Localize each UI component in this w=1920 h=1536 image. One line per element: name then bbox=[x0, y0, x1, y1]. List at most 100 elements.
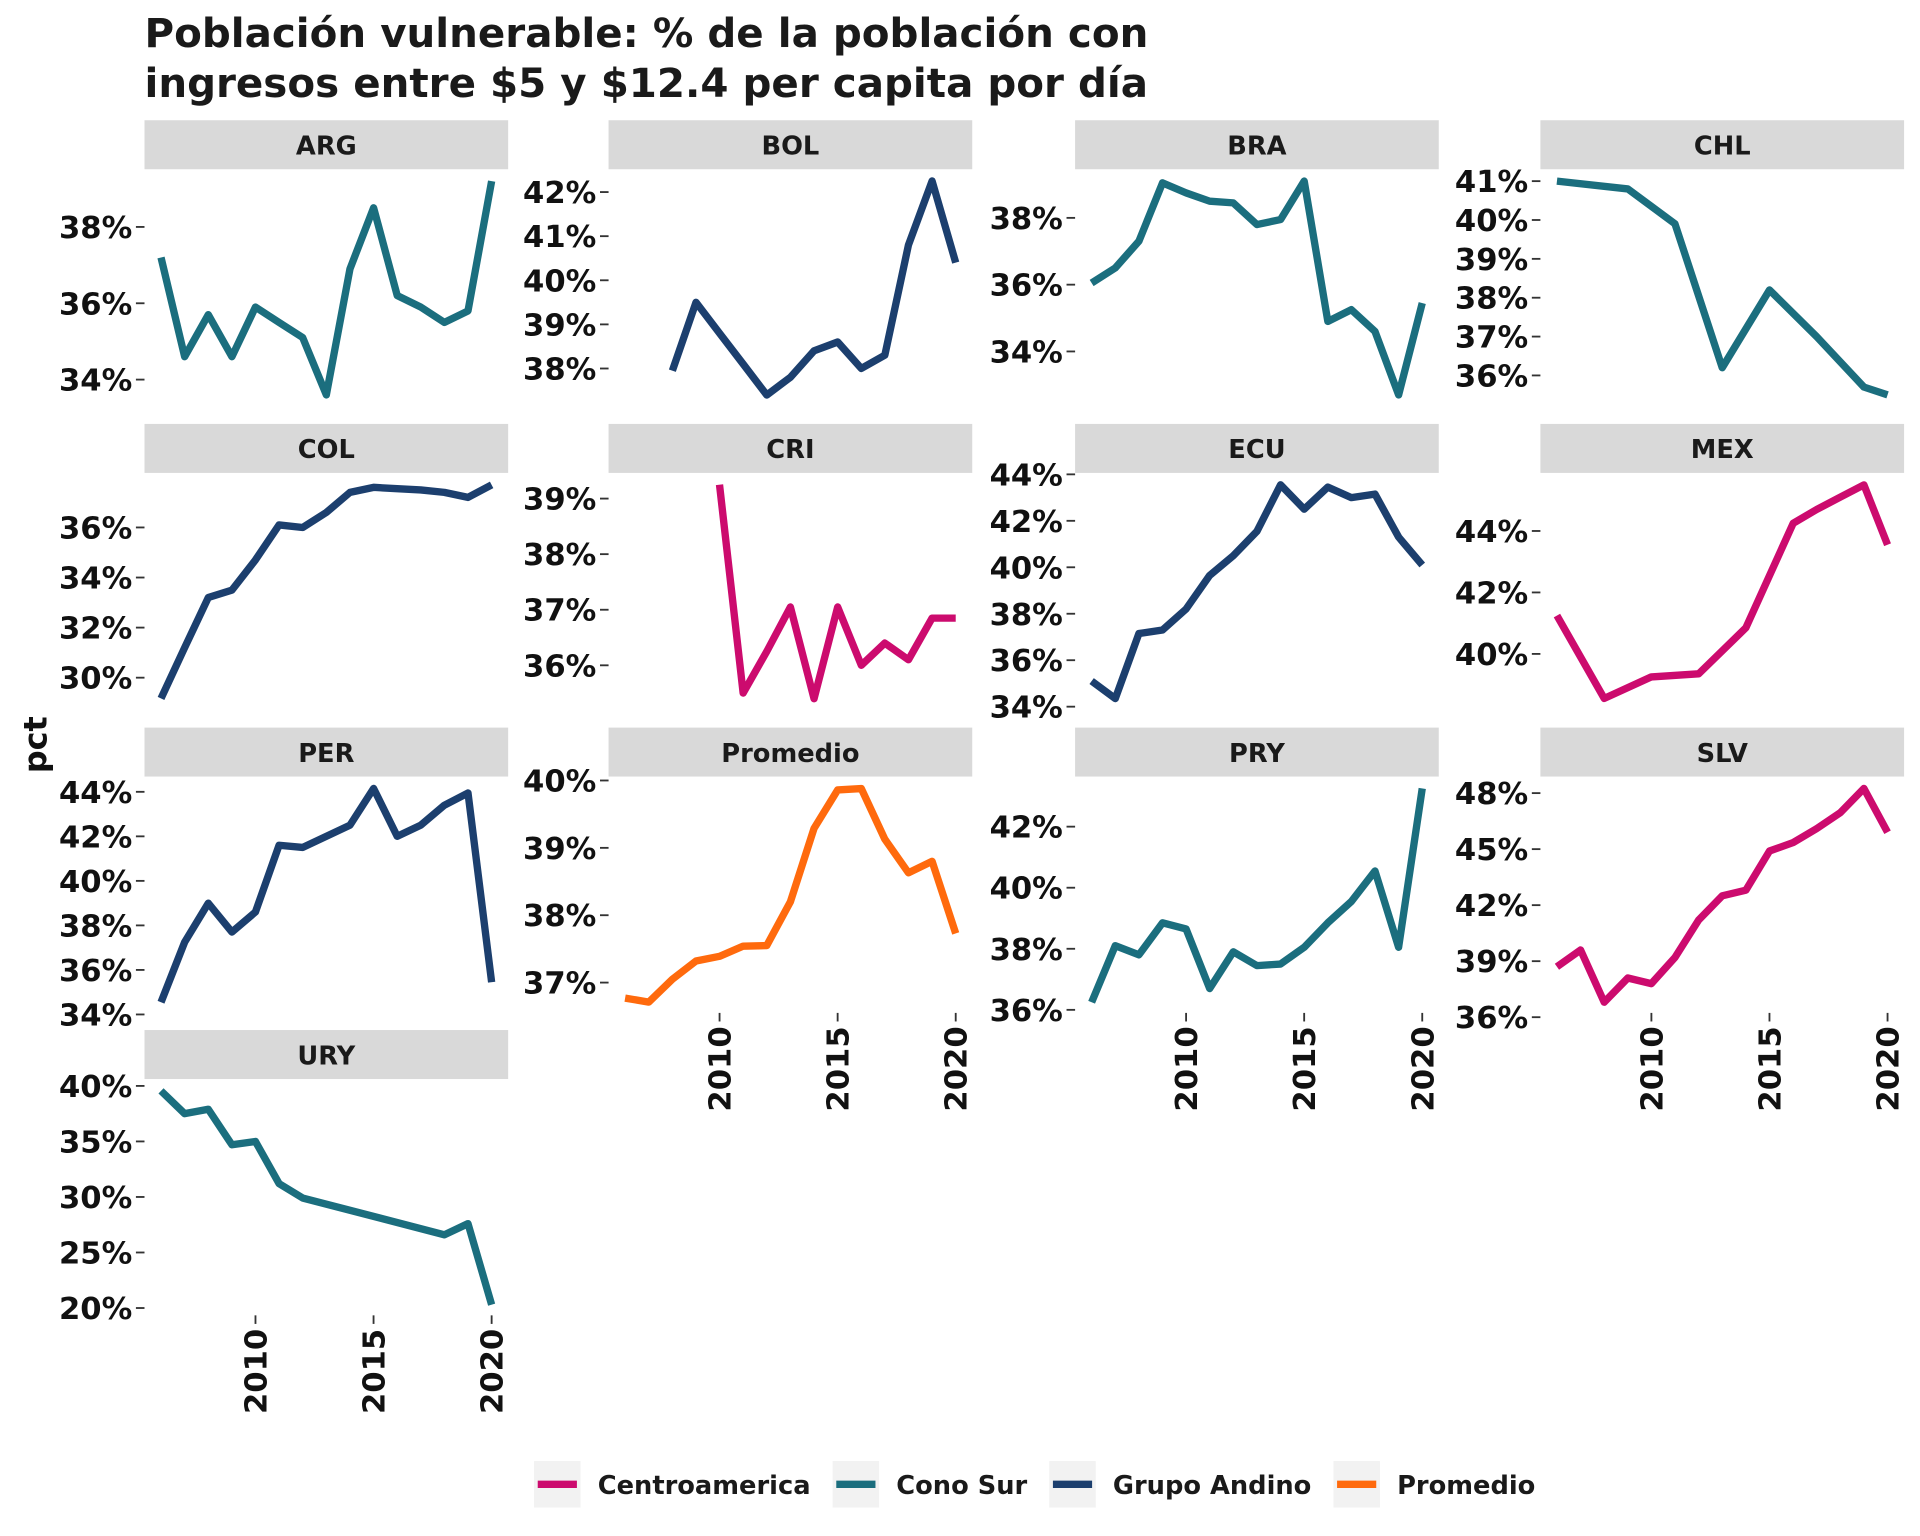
x-tick-label: 2015 bbox=[358, 1329, 393, 1414]
data-line bbox=[1554, 784, 1891, 1006]
y-tick-label: 42% bbox=[1455, 889, 1528, 924]
y-tick-label: 36% bbox=[990, 994, 1063, 1029]
strip-label: CRI bbox=[766, 435, 814, 465]
strip-label: MEX bbox=[1691, 435, 1754, 465]
data-line bbox=[1553, 481, 1891, 703]
x-tick-label: 2015 bbox=[1753, 1026, 1788, 1111]
y-tick-label: 40% bbox=[990, 551, 1063, 586]
y-tick-label: 36% bbox=[1455, 359, 1528, 394]
y-tick-label: 38% bbox=[990, 933, 1063, 968]
y-tick-label: 38% bbox=[990, 598, 1063, 633]
data-line bbox=[1088, 787, 1426, 1004]
x-tick-label: 2015 bbox=[822, 1026, 857, 1111]
y-tick-label: 37% bbox=[523, 967, 596, 1002]
y-tick-label: 40% bbox=[523, 765, 596, 800]
y-tick-label: 34% bbox=[990, 335, 1063, 370]
y-tick-label: 36% bbox=[59, 511, 132, 546]
strip-label: CHL bbox=[1694, 132, 1751, 162]
strip-label: ARG bbox=[296, 132, 357, 162]
y-tick-label: 38% bbox=[523, 899, 596, 934]
y-tick-label: 38% bbox=[523, 353, 596, 388]
y-tick-label: 45% bbox=[1455, 833, 1528, 868]
y-tick-label: 39% bbox=[1455, 945, 1528, 980]
strip bbox=[608, 120, 973, 170]
y-tick-label: 41% bbox=[1455, 165, 1528, 200]
y-tick-label: 34% bbox=[990, 691, 1063, 726]
y-tick-label: 44% bbox=[1455, 515, 1528, 550]
y-tick-label: 39% bbox=[523, 832, 596, 867]
x-tick-label: 2020 bbox=[476, 1329, 511, 1414]
strip bbox=[144, 727, 509, 777]
y-tick-label: 25% bbox=[59, 1237, 132, 1272]
y-tick-label: 40% bbox=[59, 1070, 132, 1105]
chart-title: Población vulnerable: % de la población … bbox=[144, 9, 1148, 57]
y-tick-label: 36% bbox=[990, 269, 1063, 304]
x-tick-label: 2010 bbox=[704, 1026, 739, 1111]
strip bbox=[1075, 727, 1439, 777]
strip bbox=[608, 727, 973, 777]
data-line bbox=[1556, 177, 1889, 399]
data-line bbox=[158, 1088, 496, 1306]
data-line bbox=[157, 180, 496, 399]
data-line bbox=[1089, 177, 1426, 399]
y-tick-label: 42% bbox=[990, 811, 1063, 846]
y-tick-label: 38% bbox=[59, 211, 132, 246]
strip-label: SLV bbox=[1697, 739, 1748, 769]
y-axis-title: pct bbox=[17, 716, 55, 773]
x-tick-label: 2020 bbox=[1872, 1026, 1907, 1111]
y-tick-label: 44% bbox=[990, 458, 1063, 493]
legend-label: Grupo Andino bbox=[1113, 1471, 1311, 1501]
y-tick-label: 39% bbox=[523, 483, 596, 518]
y-tick-label: 39% bbox=[1455, 243, 1528, 278]
y-tick-label: 32% bbox=[59, 612, 132, 647]
strip-label: BRA bbox=[1227, 132, 1286, 162]
strip-label: ECU bbox=[1228, 435, 1285, 465]
data-line bbox=[715, 484, 956, 703]
data-line bbox=[668, 177, 960, 399]
y-tick-label: 42% bbox=[1455, 576, 1528, 611]
y-tick-label: 34% bbox=[59, 998, 132, 1033]
strip-label: PRY bbox=[1229, 739, 1285, 769]
strip bbox=[1075, 423, 1439, 473]
x-tick-label: 2010 bbox=[1170, 1026, 1205, 1111]
strip bbox=[144, 120, 509, 170]
y-tick-label: 36% bbox=[59, 287, 132, 322]
y-tick-label: 38% bbox=[59, 909, 132, 944]
y-tick-label: 30% bbox=[59, 662, 132, 697]
strip-label: COL bbox=[298, 435, 355, 465]
strip-label: URY bbox=[297, 1041, 355, 1071]
x-tick-label: 2010 bbox=[240, 1329, 275, 1414]
strip-label: PER bbox=[298, 739, 354, 769]
strip bbox=[1075, 120, 1439, 170]
y-tick-label: 39% bbox=[523, 308, 596, 343]
y-tick-label: 37% bbox=[1455, 321, 1528, 356]
y-tick-label: 42% bbox=[59, 820, 132, 855]
y-tick-label: 42% bbox=[990, 505, 1063, 540]
x-tick-label: 2020 bbox=[940, 1026, 975, 1111]
y-tick-label: 40% bbox=[1455, 204, 1528, 239]
y-tick-label: 40% bbox=[1455, 638, 1528, 673]
data-line bbox=[1089, 481, 1426, 703]
strip-label: Promedio bbox=[721, 739, 859, 769]
y-tick-label: 38% bbox=[990, 202, 1063, 237]
y-tick-label: 35% bbox=[59, 1125, 132, 1160]
data-line bbox=[157, 481, 494, 700]
strip bbox=[1540, 423, 1905, 473]
y-tick-label: 42% bbox=[523, 176, 596, 211]
y-tick-label: 34% bbox=[59, 562, 132, 597]
data-line bbox=[624, 784, 960, 1006]
y-tick-label: 37% bbox=[523, 594, 596, 629]
y-tick-label: 36% bbox=[1455, 1001, 1528, 1036]
legend-label: Promedio bbox=[1397, 1471, 1535, 1501]
y-tick-label: 34% bbox=[59, 364, 132, 399]
y-tick-label: 41% bbox=[523, 220, 596, 255]
x-tick-label: 2010 bbox=[1635, 1026, 1670, 1111]
y-tick-label: 40% bbox=[523, 264, 596, 299]
strip bbox=[144, 423, 509, 473]
x-tick-label: 2015 bbox=[1288, 1026, 1323, 1111]
y-tick-label: 44% bbox=[59, 776, 132, 811]
strip bbox=[608, 423, 973, 473]
y-tick-label: 36% bbox=[523, 649, 596, 684]
y-tick-label: 36% bbox=[990, 644, 1063, 679]
